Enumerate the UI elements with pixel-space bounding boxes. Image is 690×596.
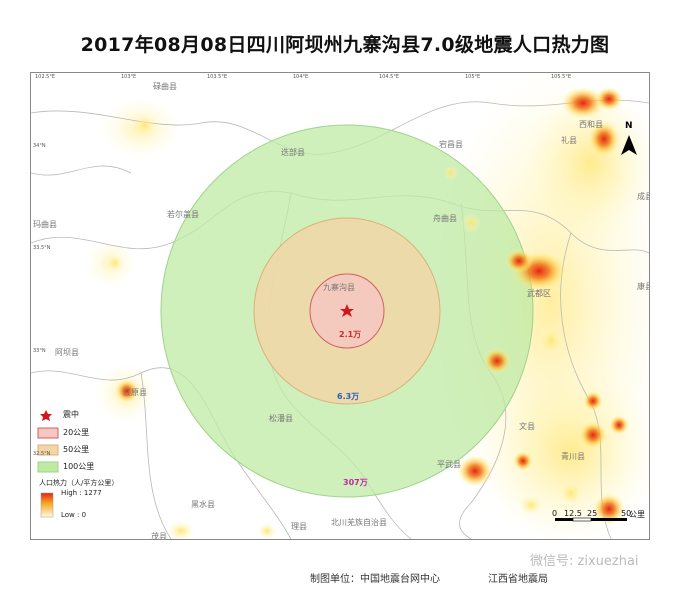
north-label: N	[625, 121, 633, 131]
scale-tick: 0	[552, 509, 558, 518]
heat-hotspots	[107, 87, 629, 539]
place-label: 宕昌县	[439, 140, 463, 149]
watermark: 微信号: zixuezhai	[530, 554, 639, 569]
scale-tick: 50	[621, 509, 632, 518]
heat-legend-bar	[40, 492, 54, 518]
scale-bar	[555, 517, 627, 522]
place-label: 玛曲县	[33, 220, 57, 229]
scale-tick: 25	[587, 509, 598, 518]
legend-ring50-label: 50公里	[63, 445, 90, 454]
north-arrow-icon	[621, 135, 637, 155]
place-label: 文县	[519, 422, 535, 431]
place-label: 成县	[637, 192, 649, 201]
legend-epicenter-label: 震中	[63, 410, 79, 419]
place-label: 理县	[291, 522, 307, 531]
lon-tick: 103.5°E	[207, 74, 227, 80]
scale-tick: 12.5	[564, 509, 582, 518]
lat-tick: 33.5°N	[33, 245, 51, 251]
place-label: 平武县	[437, 460, 461, 469]
place-label: 茂县	[151, 532, 167, 540]
footer-credit-left: 制图单位：中国地震台网中心	[310, 574, 440, 585]
lon-tick: 104.5°E	[379, 74, 399, 80]
lat-tick: 32.5°N	[33, 451, 51, 457]
footer: 制图单位：中国地震台网中心 江西省地震局	[0, 566, 690, 590]
epicenter-star	[340, 304, 354, 317]
place-label: 迭部县	[281, 148, 305, 157]
lon-tick: 102.5°E	[35, 74, 55, 80]
ring20-population: 2.1万	[339, 330, 362, 339]
legend-heat-title: 人口热力（人/平方公里）	[39, 479, 119, 487]
scale-unit: 公里	[629, 510, 645, 519]
place-label: 松潘县	[269, 414, 293, 423]
footer-credit-right: 江西省地震局	[488, 574, 548, 585]
legend-ring100-label: 100公里	[63, 462, 95, 471]
place-label: 康县	[637, 282, 649, 291]
ring50-population: 6.3万	[337, 392, 360, 401]
map-title: 2017年08月08日四川阿坝州九寨沟县7.0级地震人口热力图	[80, 34, 610, 56]
legend-ring20-swatch	[37, 427, 59, 439]
place-label: 红原县	[123, 388, 147, 397]
place-label: 舟曲县	[433, 214, 457, 223]
legend-ring50-swatch	[37, 444, 59, 456]
lat-tick: 34°N	[33, 143, 46, 149]
lon-tick: 104°E	[293, 74, 309, 80]
place-label: 若尔盖县	[167, 210, 199, 219]
legend-ring100-swatch	[37, 461, 59, 473]
place-label: 武都区	[527, 289, 551, 298]
place-label: 青川县	[561, 452, 585, 461]
map-canvas	[31, 73, 649, 539]
legend-ring20-label: 20公里	[63, 428, 90, 437]
legend-heat-low: Low : 0	[61, 511, 87, 519]
place-label: 黑水县	[191, 500, 215, 509]
place-label: 碌曲县	[153, 82, 177, 91]
place-label: 阿坝县	[55, 348, 79, 357]
place-label: 礼县	[561, 136, 577, 145]
place-label: 北川羌族自治县	[331, 518, 387, 527]
lon-tick: 105°E	[465, 74, 481, 80]
ring100-population: 307万	[343, 478, 368, 487]
map-frame: 102.5°E 103°E 103.5°E 104°E 104.5°E 105°…	[30, 72, 650, 540]
lon-tick: 103°E	[121, 74, 137, 80]
lon-tick: 105.5°E	[551, 74, 571, 80]
place-label: 九寨沟县	[323, 283, 355, 292]
lat-tick: 33°N	[33, 348, 46, 354]
legend-heat-high: High : 1277	[61, 489, 102, 497]
place-label: 西和县	[579, 120, 603, 129]
legend-epicenter-star	[40, 410, 52, 421]
